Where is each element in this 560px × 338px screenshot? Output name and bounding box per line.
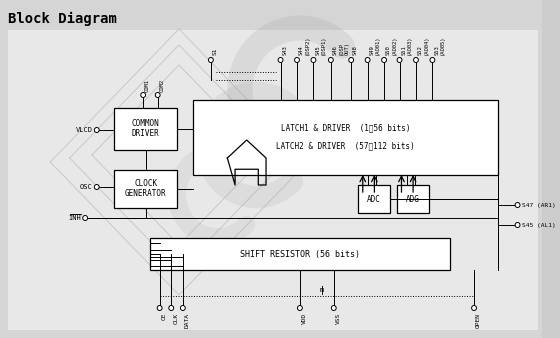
Circle shape: [208, 57, 213, 63]
Circle shape: [414, 57, 418, 63]
Bar: [194, 100, 498, 175]
Text: VDD: VDD: [302, 313, 307, 324]
Bar: [358, 185, 390, 213]
Text: DRIVER: DRIVER: [132, 129, 160, 139]
Circle shape: [515, 222, 520, 227]
Text: CE: CE: [161, 313, 166, 320]
Bar: [114, 170, 177, 208]
Text: COM2: COM2: [160, 79, 165, 92]
Text: S52
(AO04): S52 (AO04): [418, 35, 429, 55]
Text: VLCD: VLCD: [76, 127, 93, 133]
Circle shape: [332, 306, 336, 311]
Text: S51
(AO03): S51 (AO03): [402, 35, 412, 55]
Text: S46
(DSP
OUT): S46 (DSP OUT): [333, 42, 349, 55]
Circle shape: [94, 185, 99, 190]
Circle shape: [180, 306, 185, 311]
Text: S50
(AO02): S50 (AO02): [386, 35, 397, 55]
Bar: [150, 238, 450, 270]
Text: VSS: VSS: [335, 313, 340, 324]
Text: OSC: OSC: [80, 184, 93, 190]
Circle shape: [169, 306, 174, 311]
Circle shape: [430, 57, 435, 63]
Circle shape: [349, 57, 353, 63]
Text: CLK: CLK: [173, 313, 178, 324]
Bar: [8, 30, 538, 330]
Text: GENERATOR: GENERATOR: [125, 189, 166, 197]
Text: S44
(DSP2): S44 (DSP2): [299, 35, 310, 55]
Circle shape: [141, 93, 146, 97]
Text: CLOCK: CLOCK: [134, 178, 157, 188]
Circle shape: [295, 57, 300, 63]
Circle shape: [155, 93, 160, 97]
Circle shape: [472, 306, 477, 311]
Text: m: m: [320, 287, 324, 293]
Circle shape: [311, 57, 316, 63]
Text: S1: S1: [213, 48, 218, 55]
Circle shape: [157, 306, 162, 311]
Bar: [114, 108, 177, 150]
Text: LATCH1 & DRIVER  (1～56 bits): LATCH1 & DRIVER (1～56 bits): [281, 123, 410, 132]
Text: S45
(DSP1): S45 (DSP1): [315, 35, 326, 55]
Circle shape: [397, 57, 402, 63]
Circle shape: [297, 306, 302, 311]
Text: Block Diagram: Block Diagram: [8, 12, 116, 26]
Bar: [396, 185, 428, 213]
Text: DATA: DATA: [185, 313, 190, 328]
Text: S49
(AO01): S49 (AO01): [370, 35, 380, 55]
Text: S48: S48: [353, 45, 358, 55]
Text: SHIFT RESISTOR (56 bits): SHIFT RESISTOR (56 bits): [240, 249, 360, 259]
Circle shape: [83, 216, 87, 220]
Text: S45 (AL1): S45 (AL1): [522, 222, 556, 227]
Circle shape: [382, 57, 386, 63]
Text: S47 (AR1): S47 (AR1): [522, 202, 556, 208]
Text: COM1: COM1: [145, 79, 150, 92]
Text: INH: INH: [68, 215, 81, 221]
Text: OPEN: OPEN: [476, 313, 481, 328]
Text: ADG: ADG: [405, 194, 419, 203]
Text: S43: S43: [282, 45, 287, 55]
Text: LATCH2 & DRIVER  (57～112 bits): LATCH2 & DRIVER (57～112 bits): [277, 142, 415, 150]
Text: COMMON: COMMON: [132, 120, 160, 128]
Text: S53
(AO05): S53 (AO05): [435, 35, 445, 55]
Circle shape: [94, 127, 99, 132]
Text: ADC: ADC: [367, 194, 381, 203]
Circle shape: [278, 57, 283, 63]
Circle shape: [328, 57, 333, 63]
Circle shape: [515, 202, 520, 208]
Circle shape: [365, 57, 370, 63]
